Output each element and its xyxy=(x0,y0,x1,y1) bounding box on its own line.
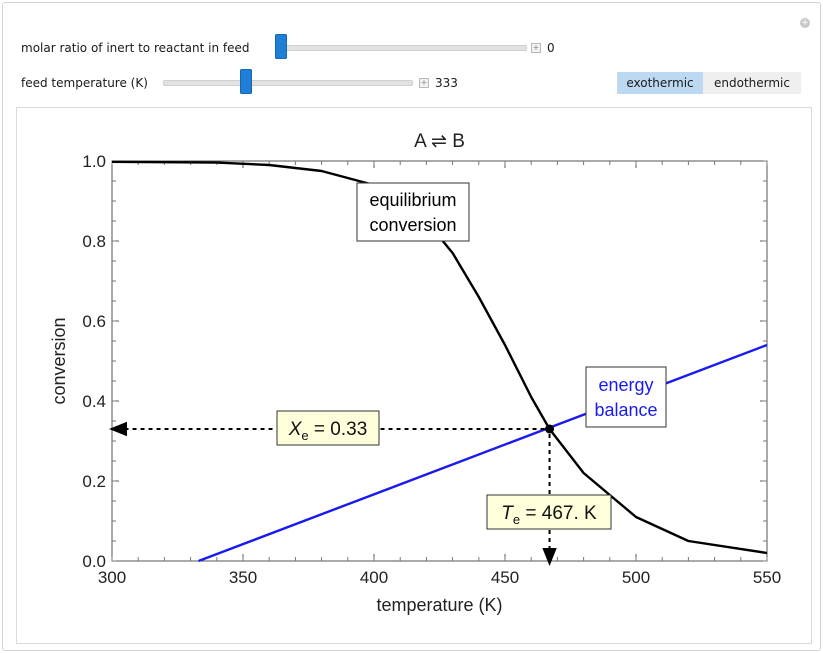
y-axis-label: conversion xyxy=(49,317,69,404)
xe-annotation-text: Xe = 0.33 xyxy=(288,419,368,443)
inert-ratio-plus-icon[interactable]: + xyxy=(531,43,541,53)
y-tick-label: 1.0 xyxy=(82,152,106,171)
te-annotation-text: Te = 467. K xyxy=(501,503,597,527)
y-tick-label: 0.0 xyxy=(82,552,106,571)
plot-panel: 300 350 400 450 500 550 0.0 0.2 0.4 0.6 0.8 1.0 A ⇌ … xyxy=(16,107,812,644)
equilibrium-conversion-label-text: conversion xyxy=(369,215,456,235)
y-tick-label: 0.6 xyxy=(82,312,106,331)
x-tick-label: 350 xyxy=(229,568,257,587)
options-plus-icon[interactable]: + xyxy=(800,18,810,28)
inert-ratio-value: 0 xyxy=(547,41,555,55)
x-tick-label: 300 xyxy=(98,568,126,587)
inert-ratio-label: molar ratio of inert to reactant in feed xyxy=(21,41,250,55)
feed-temperature-plus-icon[interactable]: + xyxy=(419,78,429,88)
endothermic-toggle[interactable]: endothermic xyxy=(703,72,801,94)
energy-balance-line xyxy=(198,343,768,563)
x-tick-label: 500 xyxy=(622,568,650,587)
y-tick-label: 0.2 xyxy=(82,472,106,491)
energy-balance-label-text: balance xyxy=(594,400,657,420)
y-tick-label: 0.4 xyxy=(82,392,106,411)
inert-ratio-slider-thumb[interactable] xyxy=(275,34,287,59)
energy-balance-label-text: energy xyxy=(598,375,653,395)
exothermic-toggle[interactable]: exothermic xyxy=(617,72,703,94)
feed-temperature-track[interactable] xyxy=(163,80,413,86)
xe-annotation-box xyxy=(276,410,380,446)
feed-temperature-slider-thumb[interactable] xyxy=(239,69,252,94)
x-tick-label: 550 xyxy=(753,568,781,587)
x-axis-label: temperature (K) xyxy=(376,595,502,615)
chart-title: A ⇌ B xyxy=(414,131,465,152)
intersection-point xyxy=(545,424,555,434)
feed-temperature-value: 333 xyxy=(435,76,458,90)
x-tick-label: 400 xyxy=(360,568,388,587)
x-tick-label: 450 xyxy=(491,568,519,587)
y-tick-label: 0.8 xyxy=(82,232,106,251)
energy-balance-label-box xyxy=(585,366,667,428)
equilibrium-conversion-label-box xyxy=(356,182,470,242)
conversion-chart: 300 350 400 450 500 550 0.0 0.2 0.4 0.6 0.8 1.0 A ⇌ … xyxy=(49,131,781,615)
equilibrium-conversion-label-text: equilibrium xyxy=(369,190,456,210)
te-annotation-box xyxy=(486,494,612,530)
feed-temperature-label: feed temperature (K) xyxy=(21,76,148,90)
inert-ratio-track[interactable] xyxy=(277,45,527,51)
